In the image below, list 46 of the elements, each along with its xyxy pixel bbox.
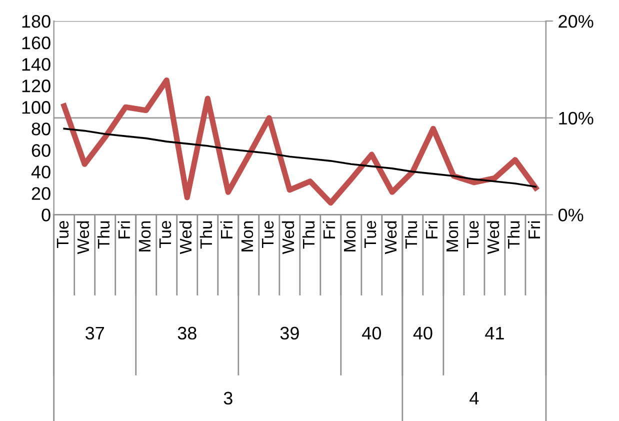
x-tick-label: Tue bbox=[262, 221, 274, 248]
x-tick-label: Fri bbox=[220, 221, 232, 238]
y2-tick-label: 20% bbox=[558, 14, 594, 28]
y-tick-label: 180 bbox=[22, 14, 50, 28]
x-tick-label: Wed bbox=[282, 221, 294, 254]
y-tick-label: 160 bbox=[22, 36, 50, 50]
x-tick-label: Thu bbox=[302, 221, 315, 249]
y-tick-label: 140 bbox=[22, 58, 50, 71]
x-tick-label: Mon bbox=[138, 221, 151, 252]
x-tick-label: Fri bbox=[118, 221, 130, 238]
x-tick-label: Tue bbox=[159, 221, 172, 248]
x-tick-label: Thu bbox=[507, 221, 520, 249]
x-tick-label: Mon bbox=[344, 221, 356, 252]
x-tick-label: Tue bbox=[364, 221, 376, 248]
x-tick-label: Tue bbox=[467, 221, 479, 248]
text: 4 bbox=[470, 392, 479, 404]
y-tick-label: 60 bbox=[32, 144, 50, 157]
x-tick-label: Wed bbox=[179, 221, 192, 254]
x-tick-label: Fri bbox=[322, 221, 335, 238]
x-tick-label: Thu bbox=[97, 221, 110, 249]
x-tick-label: Wed bbox=[76, 221, 90, 254]
x-tick-label: Mon bbox=[241, 221, 254, 252]
x-tick-label: Fri bbox=[528, 221, 540, 238]
y-tick-label: 80 bbox=[32, 122, 50, 136]
line-series bbox=[63, 128, 537, 188]
y-tick-label: 20 bbox=[32, 187, 50, 200]
x-tick-label: Mon bbox=[446, 221, 458, 252]
y-tick-label: 0 bbox=[42, 208, 50, 222]
y2-tick-label: 0% bbox=[558, 208, 584, 222]
x-tick-label: Thu bbox=[200, 221, 212, 249]
x-tick-label: Wed bbox=[486, 221, 500, 254]
text: 3 bbox=[224, 392, 232, 405]
x-tick-label: Thu bbox=[404, 221, 418, 249]
text: 38 bbox=[178, 326, 196, 340]
text: 40 bbox=[362, 326, 382, 340]
text: 37 bbox=[86, 326, 104, 340]
y2-tick-label: 10% bbox=[559, 112, 594, 125]
x-tick-label: Tue bbox=[56, 221, 69, 248]
y-tick-label: 120 bbox=[22, 80, 50, 92]
x-tick-label: Fri bbox=[425, 221, 438, 238]
y-tick-label: 100 bbox=[22, 101, 50, 114]
text: 40 bbox=[413, 326, 432, 340]
x-tick-label: Wed bbox=[384, 221, 397, 254]
y-tick-label: 40 bbox=[31, 166, 50, 178]
text: 39 bbox=[280, 326, 299, 340]
text: 41 bbox=[485, 326, 504, 340]
